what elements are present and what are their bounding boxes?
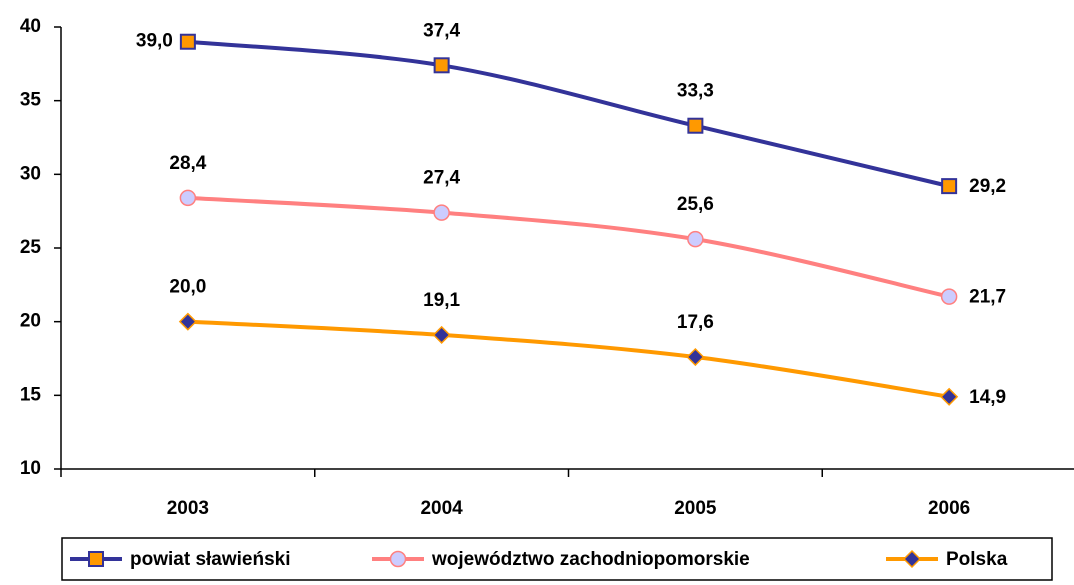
y-tick-label: 30 <box>20 163 41 184</box>
data-point <box>179 189 197 207</box>
y-tick-label: 10 <box>20 458 41 479</box>
data-label: 29,2 <box>969 176 1006 197</box>
data-label: 27,4 <box>423 168 460 189</box>
data-point <box>686 347 705 367</box>
data-point <box>433 57 450 74</box>
data-point <box>179 33 196 50</box>
data-label: 17,6 <box>677 312 714 333</box>
data-label: 39,0 <box>136 31 173 52</box>
legend-label: województwo zachodniopomorskie <box>431 549 750 570</box>
data-point <box>941 178 958 195</box>
data-label: 20,0 <box>169 277 206 298</box>
legend-label: Polska <box>946 549 1008 570</box>
data-label: 25,6 <box>677 194 714 215</box>
data-label: 33,3 <box>677 81 714 102</box>
legend-label: powiat sławieński <box>130 549 291 570</box>
y-tick-label: 15 <box>20 384 42 405</box>
data-label: 19,1 <box>423 290 460 311</box>
data-label: 14,9 <box>969 387 1006 408</box>
data-point <box>940 387 959 406</box>
x-tick-label: 2006 <box>928 498 970 519</box>
series-line <box>187 195 950 299</box>
data-point <box>432 325 451 344</box>
data-point <box>433 204 450 221</box>
data-point <box>940 288 958 305</box>
y-tick-label: 35 <box>20 90 42 111</box>
data-point <box>687 117 704 134</box>
data-label: 21,7 <box>969 287 1006 308</box>
data-label: 28,4 <box>169 153 206 174</box>
y-tick-label: 20 <box>20 311 41 332</box>
data-point <box>687 230 704 248</box>
legend-marker <box>389 550 407 568</box>
y-tick-label: 40 <box>20 16 41 37</box>
x-tick-label: 2005 <box>674 498 717 519</box>
data-label: 37,4 <box>423 20 460 41</box>
x-tick-label: 2004 <box>420 498 463 519</box>
x-tick-label: 2003 <box>167 498 209 519</box>
legend-marker <box>902 549 922 569</box>
data-point <box>178 312 197 331</box>
series-line <box>187 39 950 189</box>
series-line <box>187 319 950 399</box>
legend-marker <box>88 551 104 567</box>
y-tick-label: 25 <box>20 237 42 258</box>
